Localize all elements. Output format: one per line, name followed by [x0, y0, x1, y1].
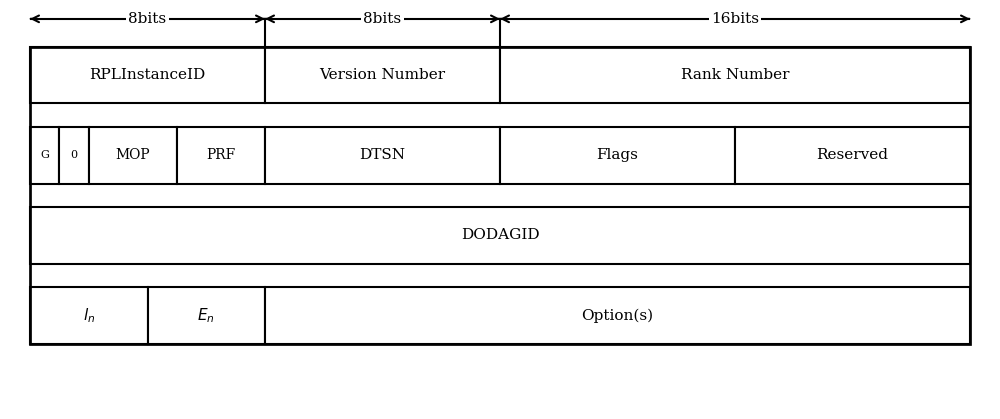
Bar: [500, 47, 970, 103]
Text: DTSN: DTSN: [360, 148, 406, 162]
Bar: [265, 287, 970, 344]
Text: MOP: MOP: [116, 148, 150, 162]
Bar: [30, 47, 265, 103]
Text: 16bits: 16bits: [711, 12, 759, 26]
Text: DODAGID: DODAGID: [461, 228, 539, 243]
Text: Flags: Flags: [597, 148, 638, 162]
Text: 8bits: 8bits: [128, 12, 167, 26]
Text: PRF: PRF: [206, 148, 236, 162]
Bar: [265, 127, 500, 184]
Text: 8bits: 8bits: [363, 12, 402, 26]
Text: Rank Number: Rank Number: [681, 68, 789, 82]
Bar: [30, 287, 148, 344]
Text: Reserved: Reserved: [816, 148, 889, 162]
Bar: [89, 127, 177, 184]
Bar: [735, 127, 970, 184]
Text: $E_n$: $E_n$: [197, 306, 215, 325]
Bar: [148, 287, 265, 344]
Text: Option(s): Option(s): [581, 308, 654, 323]
Bar: [500, 127, 735, 184]
Bar: [265, 47, 500, 103]
Bar: [30, 207, 970, 264]
Text: Version Number: Version Number: [319, 68, 446, 82]
Text: G: G: [40, 150, 49, 160]
Bar: [59, 127, 89, 184]
Bar: [177, 127, 265, 184]
Text: $l_n$: $l_n$: [83, 306, 95, 325]
Bar: [30, 47, 970, 344]
Bar: [30, 127, 59, 184]
Text: 0: 0: [70, 150, 78, 160]
Text: RPLInstanceID: RPLInstanceID: [89, 68, 206, 82]
